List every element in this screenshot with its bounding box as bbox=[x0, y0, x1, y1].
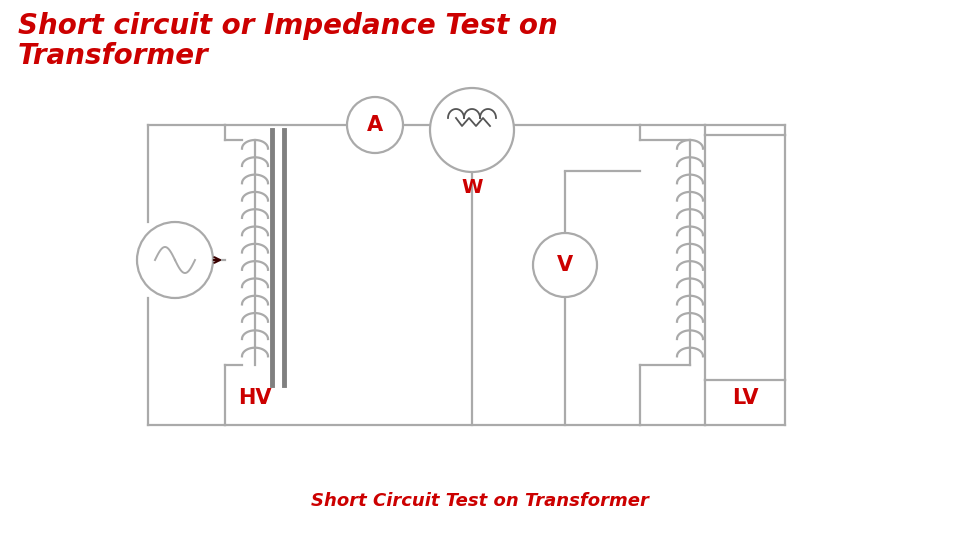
Text: V: V bbox=[557, 255, 573, 275]
Text: Short circuit or Impedance Test on: Short circuit or Impedance Test on bbox=[18, 12, 558, 40]
Text: A: A bbox=[367, 115, 383, 135]
Text: W: W bbox=[461, 178, 483, 197]
Circle shape bbox=[347, 97, 403, 153]
Circle shape bbox=[533, 233, 597, 297]
Text: HV: HV bbox=[238, 388, 272, 408]
Circle shape bbox=[430, 88, 514, 172]
Text: Transformer: Transformer bbox=[18, 42, 208, 70]
Text: LV: LV bbox=[732, 388, 758, 408]
Text: Short Circuit Test on Transformer: Short Circuit Test on Transformer bbox=[311, 492, 649, 510]
